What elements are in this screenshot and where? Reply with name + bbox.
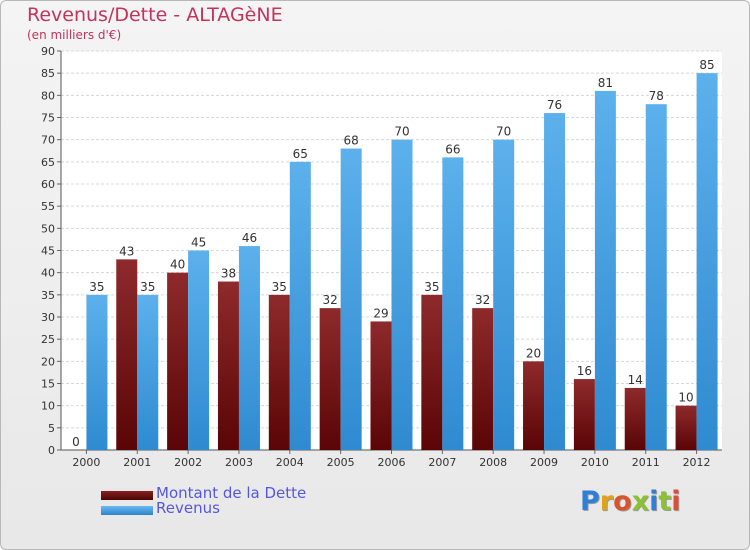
logo-letter: i: [649, 486, 659, 517]
bar-dette: [573, 379, 595, 450]
logo-letter: P: [580, 486, 600, 517]
bar-revenus: [544, 113, 566, 451]
x-tick-label: 2008: [479, 456, 507, 469]
legend-label-dette: Montant de la Dette: [156, 484, 307, 502]
y-tick-label: 30: [41, 311, 55, 324]
logo-letter: i: [671, 486, 681, 517]
x-tick-label: 2004: [276, 456, 304, 469]
y-tick-label: 85: [41, 67, 55, 80]
data-label-dette: 29: [373, 306, 388, 320]
data-label-revenus: 81: [598, 76, 613, 90]
legend-swatch-dette: [101, 491, 153, 500]
y-tick-label: 25: [41, 333, 55, 346]
data-label-revenus: 46: [242, 231, 257, 245]
x-tick-label: 2011: [632, 456, 660, 469]
data-label-dette: 43: [119, 244, 134, 258]
bar-dette: [268, 294, 290, 450]
bar-dette: [319, 308, 341, 450]
data-label-dette: 40: [170, 258, 185, 272]
x-tick-label: 2003: [225, 456, 253, 469]
logo-letter: o: [613, 486, 632, 517]
bar-revenus: [340, 148, 362, 451]
data-label-revenus: 65: [293, 147, 308, 161]
bar-revenus: [188, 250, 210, 450]
bar-revenus: [442, 157, 464, 450]
data-label-dette: 0: [72, 435, 80, 449]
data-label-dette: 14: [628, 373, 643, 387]
bar-dette: [370, 321, 392, 450]
data-label-revenus: 35: [89, 280, 104, 294]
data-label-revenus: 78: [649, 89, 664, 103]
data-label-revenus: 66: [445, 142, 460, 156]
y-tick-label: 40: [41, 267, 55, 280]
x-tick-label: 2001: [123, 456, 151, 469]
data-label-dette: 32: [323, 293, 338, 307]
bar-dette: [167, 272, 189, 450]
data-label-dette: 38: [221, 267, 236, 281]
y-tick-label: 5: [48, 422, 55, 435]
chart-title: Revenus/Dette - ALTAGèNE: [27, 4, 283, 26]
x-tick-label: 2007: [428, 456, 456, 469]
x-tick-label: 2010: [581, 456, 609, 469]
logo-letter: r: [599, 486, 614, 517]
bar-dette: [624, 387, 646, 450]
y-tick-label: 0: [48, 444, 55, 457]
chart-subtitle: (en milliers d'€): [27, 28, 122, 42]
bar-revenus: [645, 104, 667, 450]
y-tick-label: 35: [41, 289, 55, 302]
y-tick-label: 10: [41, 400, 55, 413]
y-tick-label: 45: [41, 245, 55, 258]
bar-revenus: [493, 139, 515, 450]
data-label-dette: 16: [577, 364, 592, 378]
bar-dette: [523, 361, 545, 450]
y-tick-label: 20: [41, 355, 55, 368]
x-tick-label: 2006: [378, 456, 406, 469]
bar-dette: [421, 294, 443, 450]
x-tick-label: 2000: [72, 456, 100, 469]
data-label-revenus: 45: [191, 236, 206, 250]
y-tick-label: 65: [41, 156, 55, 169]
data-label-revenus: 70: [394, 125, 409, 139]
data-label-revenus: 68: [344, 134, 359, 148]
data-label-revenus: 70: [496, 125, 511, 139]
bar-dette: [217, 281, 239, 450]
data-label-revenus: 76: [547, 98, 562, 112]
data-label-dette: 20: [526, 346, 541, 360]
bar-dette: [472, 308, 494, 450]
logo-letter: x: [631, 486, 650, 517]
bar-revenus: [696, 73, 718, 451]
y-tick-label: 55: [41, 200, 55, 213]
y-tick-label: 75: [41, 112, 55, 125]
y-tick-label: 50: [41, 222, 55, 235]
y-tick-label: 15: [41, 378, 55, 391]
proxiti-logo: Proxiti: [580, 486, 681, 517]
y-tick-label: 90: [41, 45, 55, 58]
data-label-dette: 32: [475, 293, 490, 307]
bar-revenus: [137, 294, 159, 450]
bar-revenus: [391, 139, 413, 450]
y-tick-label: 80: [41, 89, 55, 102]
logo-letter: t: [658, 486, 672, 517]
bar-dette: [675, 405, 697, 450]
data-label-revenus: 85: [699, 58, 714, 72]
y-tick-label: 60: [41, 178, 55, 191]
bar-revenus: [289, 161, 311, 451]
data-label-revenus: 35: [140, 280, 155, 294]
y-tick-label: 70: [41, 134, 55, 147]
data-label-dette: 10: [678, 391, 693, 405]
x-tick-label: 2009: [530, 456, 558, 469]
bar-revenus: [594, 90, 616, 451]
x-tick-label: 2005: [327, 456, 355, 469]
bar-dette: [116, 259, 138, 450]
data-label-dette: 35: [272, 280, 287, 294]
bar-revenus: [238, 246, 260, 450]
x-tick-label: 2012: [683, 456, 711, 469]
bar-revenus: [86, 294, 108, 450]
x-tick-label: 2002: [174, 456, 202, 469]
data-label-dette: 35: [424, 280, 439, 294]
legend-swatch-revenus: [101, 506, 153, 515]
legend-label-revenus: Revenus: [156, 499, 220, 517]
